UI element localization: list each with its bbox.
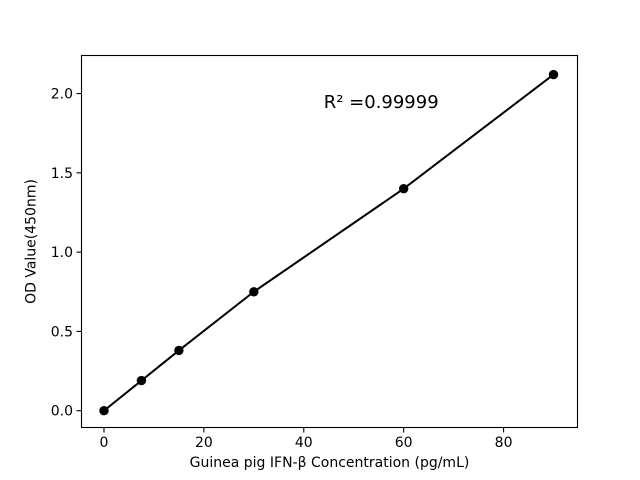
y-tick-label: 0.5 [51, 324, 73, 340]
plot-area [81, 55, 578, 428]
plot-border [80, 54, 579, 429]
data-point [398, 183, 409, 194]
x-axis-label: Guinea pig IFN-β Concentration (pg/mL) [190, 455, 470, 471]
y-axis-label: OD Value(450nm) [24, 179, 40, 304]
r-squared-annotation: R² =0.99999 [324, 92, 439, 113]
data-point [548, 69, 559, 80]
data-point [249, 287, 259, 297]
y-tick-label: 2.0 [51, 87, 73, 103]
data-point [174, 345, 184, 356]
x-tick-label: 0 [100, 435, 109, 451]
x-tick-label: 40 [295, 435, 313, 451]
data-point [99, 405, 109, 416]
y-tick-label: 1.0 [51, 245, 73, 261]
fit-line [102, 73, 555, 412]
x-tick-label: 80 [495, 435, 513, 451]
y-tick-label: 0.0 [51, 404, 73, 420]
data-point [136, 375, 147, 386]
x-tick-label: 20 [195, 435, 213, 451]
x-tick-label: 60 [395, 435, 413, 451]
y-tick-label: 1.5 [51, 166, 73, 182]
